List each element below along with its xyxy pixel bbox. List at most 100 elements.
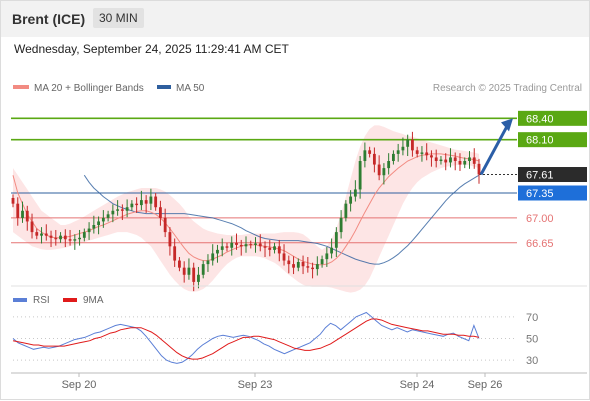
candle-body [97, 221, 101, 225]
candle-body [168, 232, 172, 247]
candle-body [320, 259, 324, 265]
chart-header: Brent (ICE) 30 MIN [1, 1, 589, 37]
rsi-tick-50: 50 [526, 334, 538, 346]
candle-body [21, 210, 24, 218]
candle-body [135, 203, 139, 206]
x-tick-label-Sep-26: Sep 26 [468, 379, 503, 391]
candle-body [206, 260, 210, 265]
candle-body [182, 267, 186, 275]
candle-body [415, 150, 419, 154]
candle-body [25, 210, 29, 222]
x-tick-label-Sep-20: Sep 20 [62, 379, 97, 391]
candle-body [396, 150, 400, 154]
candle-body [249, 244, 253, 246]
candle-body [453, 157, 457, 161]
candle-body [149, 196, 153, 204]
candle-body [277, 246, 281, 254]
level-label-67.35: 67.35 [526, 188, 554, 200]
x-tick-label-Sep-23: Sep 23 [238, 379, 273, 391]
candle-body [158, 207, 162, 218]
candle-body [239, 244, 243, 247]
projection-arrowhead [501, 118, 513, 132]
candle-body [463, 161, 467, 165]
candle-body [116, 209, 120, 211]
candle-body [330, 247, 334, 254]
symbol-title: Brent (ICE) [12, 11, 86, 27]
candle-body [154, 196, 158, 208]
level-label-67.00: 67.00 [526, 213, 554, 225]
candle-body [178, 260, 181, 268]
candle-body [235, 242, 238, 245]
candle-body [201, 264, 205, 275]
legend-label-9ma: 9MA [83, 295, 104, 306]
candle-body [325, 253, 329, 260]
candle-body [101, 217, 105, 222]
rsi-line [12, 311, 480, 364]
candle-body [230, 242, 234, 248]
x-tick-label-Sep-24: Sep 24 [400, 379, 435, 391]
candle-body [273, 246, 276, 250]
candle-body [63, 235, 67, 240]
candle-body [125, 207, 129, 211]
candle-body [144, 200, 148, 204]
candle-body [173, 246, 177, 261]
level-tag-68.10 [518, 132, 587, 148]
candle-body [344, 203, 348, 218]
candle-body [187, 267, 191, 275]
level-tag-67.35 [518, 185, 587, 201]
legend-label-ma50: MA 50 [176, 83, 205, 94]
candle-body [44, 233, 48, 236]
candle-body [197, 274, 200, 282]
candle-body [263, 246, 267, 248]
level-tag-68.40 [518, 110, 587, 126]
candle-body [216, 249, 219, 254]
candle-body [106, 214, 110, 218]
candle-body [368, 150, 372, 154]
candle-body [439, 159, 443, 161]
candle-body [334, 232, 338, 248]
candle-body [382, 168, 386, 176]
candle-body [444, 159, 448, 163]
level-label-68.10: 68.10 [526, 135, 554, 147]
candle-body [73, 239, 77, 241]
projection-arrow [479, 125, 509, 176]
candle-body [111, 210, 115, 215]
candle-body [377, 164, 381, 176]
candle-body [16, 203, 20, 218]
candle-body [287, 260, 291, 265]
candle-body [68, 239, 72, 241]
candle-body [120, 209, 124, 211]
candle-body [130, 203, 134, 208]
candle-body [411, 139, 414, 151]
candle-body [301, 261, 305, 267]
candle-body [306, 266, 310, 268]
candle-body [40, 233, 43, 236]
candle-body [211, 253, 215, 261]
candle-body [363, 150, 367, 161]
candle-body [449, 157, 452, 163]
candle-body [225, 246, 229, 248]
candle-body [49, 235, 53, 238]
interval-button[interactable]: 30 MIN [93, 8, 144, 28]
ma50-line [83, 174, 480, 265]
candle-body [11, 197, 15, 204]
candle-body [296, 261, 300, 268]
candle-body [477, 163, 481, 175]
candle-body [425, 152, 429, 156]
candle-body [391, 153, 395, 161]
legend-swatch-rsi [13, 298, 27, 302]
candle-body [406, 139, 410, 147]
candle-body [358, 161, 362, 190]
candle-body [244, 244, 248, 247]
candle-body [468, 157, 471, 161]
level-label-68.40: 68.40 [526, 113, 554, 125]
candle-body [268, 247, 272, 250]
rsi-tick-30: 30 [526, 355, 538, 367]
candle-body [192, 267, 196, 282]
level-label-67.61: 67.61 [526, 170, 554, 182]
candle-body [434, 157, 438, 161]
candle-body [282, 253, 286, 261]
legend-swatch-ma20 [13, 85, 29, 89]
